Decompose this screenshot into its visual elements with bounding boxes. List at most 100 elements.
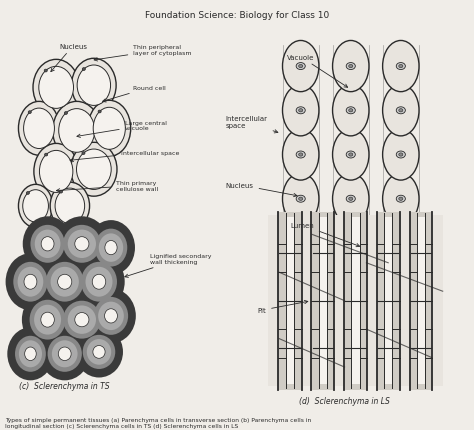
- Polygon shape: [377, 212, 400, 390]
- Ellipse shape: [93, 108, 125, 150]
- Bar: [319, 218, 327, 384]
- Ellipse shape: [299, 198, 303, 201]
- Ellipse shape: [51, 267, 79, 297]
- Ellipse shape: [99, 234, 123, 262]
- Ellipse shape: [105, 241, 117, 255]
- Ellipse shape: [396, 196, 405, 203]
- Ellipse shape: [383, 41, 419, 92]
- Text: (a)  Parenchyma in TS: (a) Parenchyma in TS: [23, 236, 107, 245]
- Ellipse shape: [38, 254, 91, 310]
- Ellipse shape: [299, 109, 303, 113]
- Ellipse shape: [346, 152, 356, 159]
- Ellipse shape: [399, 242, 403, 245]
- Ellipse shape: [346, 63, 356, 71]
- Ellipse shape: [87, 221, 135, 276]
- Ellipse shape: [34, 305, 61, 335]
- Ellipse shape: [27, 192, 29, 195]
- Ellipse shape: [88, 101, 131, 157]
- Ellipse shape: [47, 336, 82, 372]
- Ellipse shape: [18, 102, 60, 156]
- Ellipse shape: [105, 309, 118, 323]
- Text: Nucleus: Nucleus: [226, 182, 297, 197]
- Text: (b) Parenchyma in LS: (b) Parenchyma in LS: [299, 267, 380, 276]
- Ellipse shape: [6, 254, 55, 310]
- Polygon shape: [311, 212, 334, 390]
- Ellipse shape: [23, 217, 73, 272]
- Ellipse shape: [92, 275, 106, 289]
- Ellipse shape: [396, 152, 405, 159]
- Text: Foundation Science: Biology for Class 10: Foundation Science: Biology for Class 10: [145, 11, 329, 20]
- Text: Nucleus: Nucleus: [51, 43, 87, 72]
- Ellipse shape: [44, 70, 47, 73]
- Ellipse shape: [383, 129, 419, 181]
- Text: Large central
vacuole: Large central vacuole: [77, 120, 166, 138]
- Ellipse shape: [46, 262, 83, 302]
- Ellipse shape: [7, 328, 54, 381]
- Ellipse shape: [346, 196, 356, 203]
- Ellipse shape: [76, 150, 111, 190]
- Ellipse shape: [13, 262, 47, 302]
- Polygon shape: [344, 212, 367, 390]
- Ellipse shape: [19, 341, 42, 368]
- Ellipse shape: [296, 108, 305, 114]
- Text: (d)  Sclerenchyma in LS: (d) Sclerenchyma in LS: [299, 396, 390, 405]
- Ellipse shape: [333, 86, 369, 137]
- Ellipse shape: [399, 198, 403, 201]
- Ellipse shape: [349, 198, 353, 201]
- Ellipse shape: [39, 151, 73, 193]
- Text: Types of simple permanent tissues (a) Parenchyma cells in transverse section (b): Types of simple permanent tissues (a) Pa…: [5, 417, 311, 428]
- Ellipse shape: [58, 347, 71, 361]
- Ellipse shape: [24, 275, 37, 289]
- Ellipse shape: [28, 111, 31, 114]
- Ellipse shape: [85, 267, 112, 297]
- Ellipse shape: [283, 174, 319, 225]
- Ellipse shape: [346, 108, 356, 114]
- Ellipse shape: [396, 63, 405, 71]
- Text: Vacuole: Vacuole: [287, 55, 347, 88]
- Ellipse shape: [296, 240, 305, 247]
- Ellipse shape: [25, 347, 36, 361]
- Ellipse shape: [45, 154, 48, 157]
- Ellipse shape: [333, 41, 369, 92]
- Ellipse shape: [399, 65, 403, 68]
- Ellipse shape: [52, 341, 78, 368]
- Bar: [417, 218, 425, 384]
- Ellipse shape: [399, 109, 403, 113]
- Ellipse shape: [346, 240, 356, 247]
- Ellipse shape: [82, 335, 115, 369]
- Ellipse shape: [53, 102, 100, 160]
- Ellipse shape: [333, 129, 369, 181]
- Ellipse shape: [98, 111, 101, 114]
- Ellipse shape: [73, 254, 125, 310]
- Ellipse shape: [59, 109, 95, 153]
- Text: Intercellular
space: Intercellular space: [226, 116, 278, 134]
- Ellipse shape: [75, 326, 123, 378]
- Ellipse shape: [95, 229, 127, 267]
- Ellipse shape: [55, 189, 85, 224]
- Ellipse shape: [50, 183, 90, 230]
- Ellipse shape: [296, 63, 305, 71]
- Bar: [268, 216, 443, 386]
- Bar: [384, 218, 392, 384]
- Ellipse shape: [283, 129, 319, 181]
- Ellipse shape: [94, 297, 128, 335]
- Ellipse shape: [87, 339, 111, 365]
- Ellipse shape: [30, 225, 65, 263]
- Ellipse shape: [63, 301, 100, 339]
- Ellipse shape: [55, 292, 109, 347]
- Ellipse shape: [72, 59, 116, 113]
- Polygon shape: [410, 212, 432, 390]
- Ellipse shape: [39, 67, 73, 109]
- Ellipse shape: [22, 292, 73, 348]
- Text: Thin peripheral
layer of cytoplasm: Thin peripheral layer of cytoplasm: [94, 45, 192, 62]
- Ellipse shape: [396, 240, 405, 247]
- Ellipse shape: [333, 218, 369, 269]
- Ellipse shape: [349, 242, 353, 245]
- Bar: [286, 218, 294, 384]
- Ellipse shape: [383, 86, 419, 137]
- Ellipse shape: [82, 68, 85, 71]
- Ellipse shape: [75, 237, 89, 251]
- Ellipse shape: [77, 66, 110, 106]
- Text: (c)  Sclerenchyma in TS: (c) Sclerenchyma in TS: [19, 381, 110, 390]
- Ellipse shape: [86, 289, 136, 344]
